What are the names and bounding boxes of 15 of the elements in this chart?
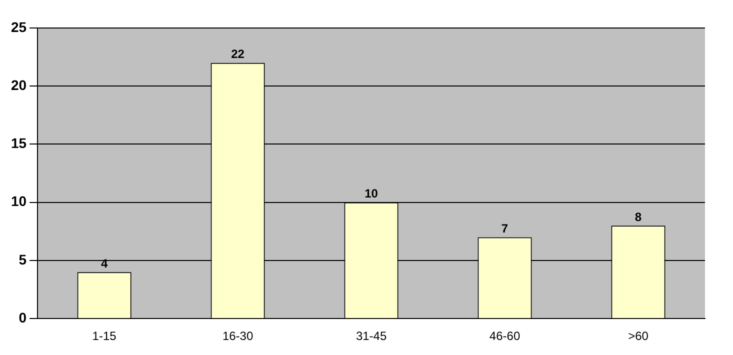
y-tick-label: 0 bbox=[18, 309, 27, 326]
x-tick-label: 31-45 bbox=[356, 329, 387, 344]
y-tick-label: 10 bbox=[10, 193, 27, 210]
x-tick-label: 1-15 bbox=[92, 329, 117, 344]
data-label: 7 bbox=[501, 222, 508, 236]
x-tick-label: 16-30 bbox=[222, 329, 254, 344]
data-label: 8 bbox=[634, 210, 642, 224]
x-tick-label: >60 bbox=[628, 329, 649, 344]
data-label: 10 bbox=[364, 186, 378, 201]
x-tick-label: 46-60 bbox=[489, 329, 520, 344]
y-tick-label: 5 bbox=[18, 251, 27, 268]
data-label: 22 bbox=[231, 47, 245, 62]
y-tick-label: 25 bbox=[10, 18, 27, 35]
y-tick-label: 20 bbox=[10, 76, 27, 93]
y-tick-label: 15 bbox=[10, 135, 27, 152]
